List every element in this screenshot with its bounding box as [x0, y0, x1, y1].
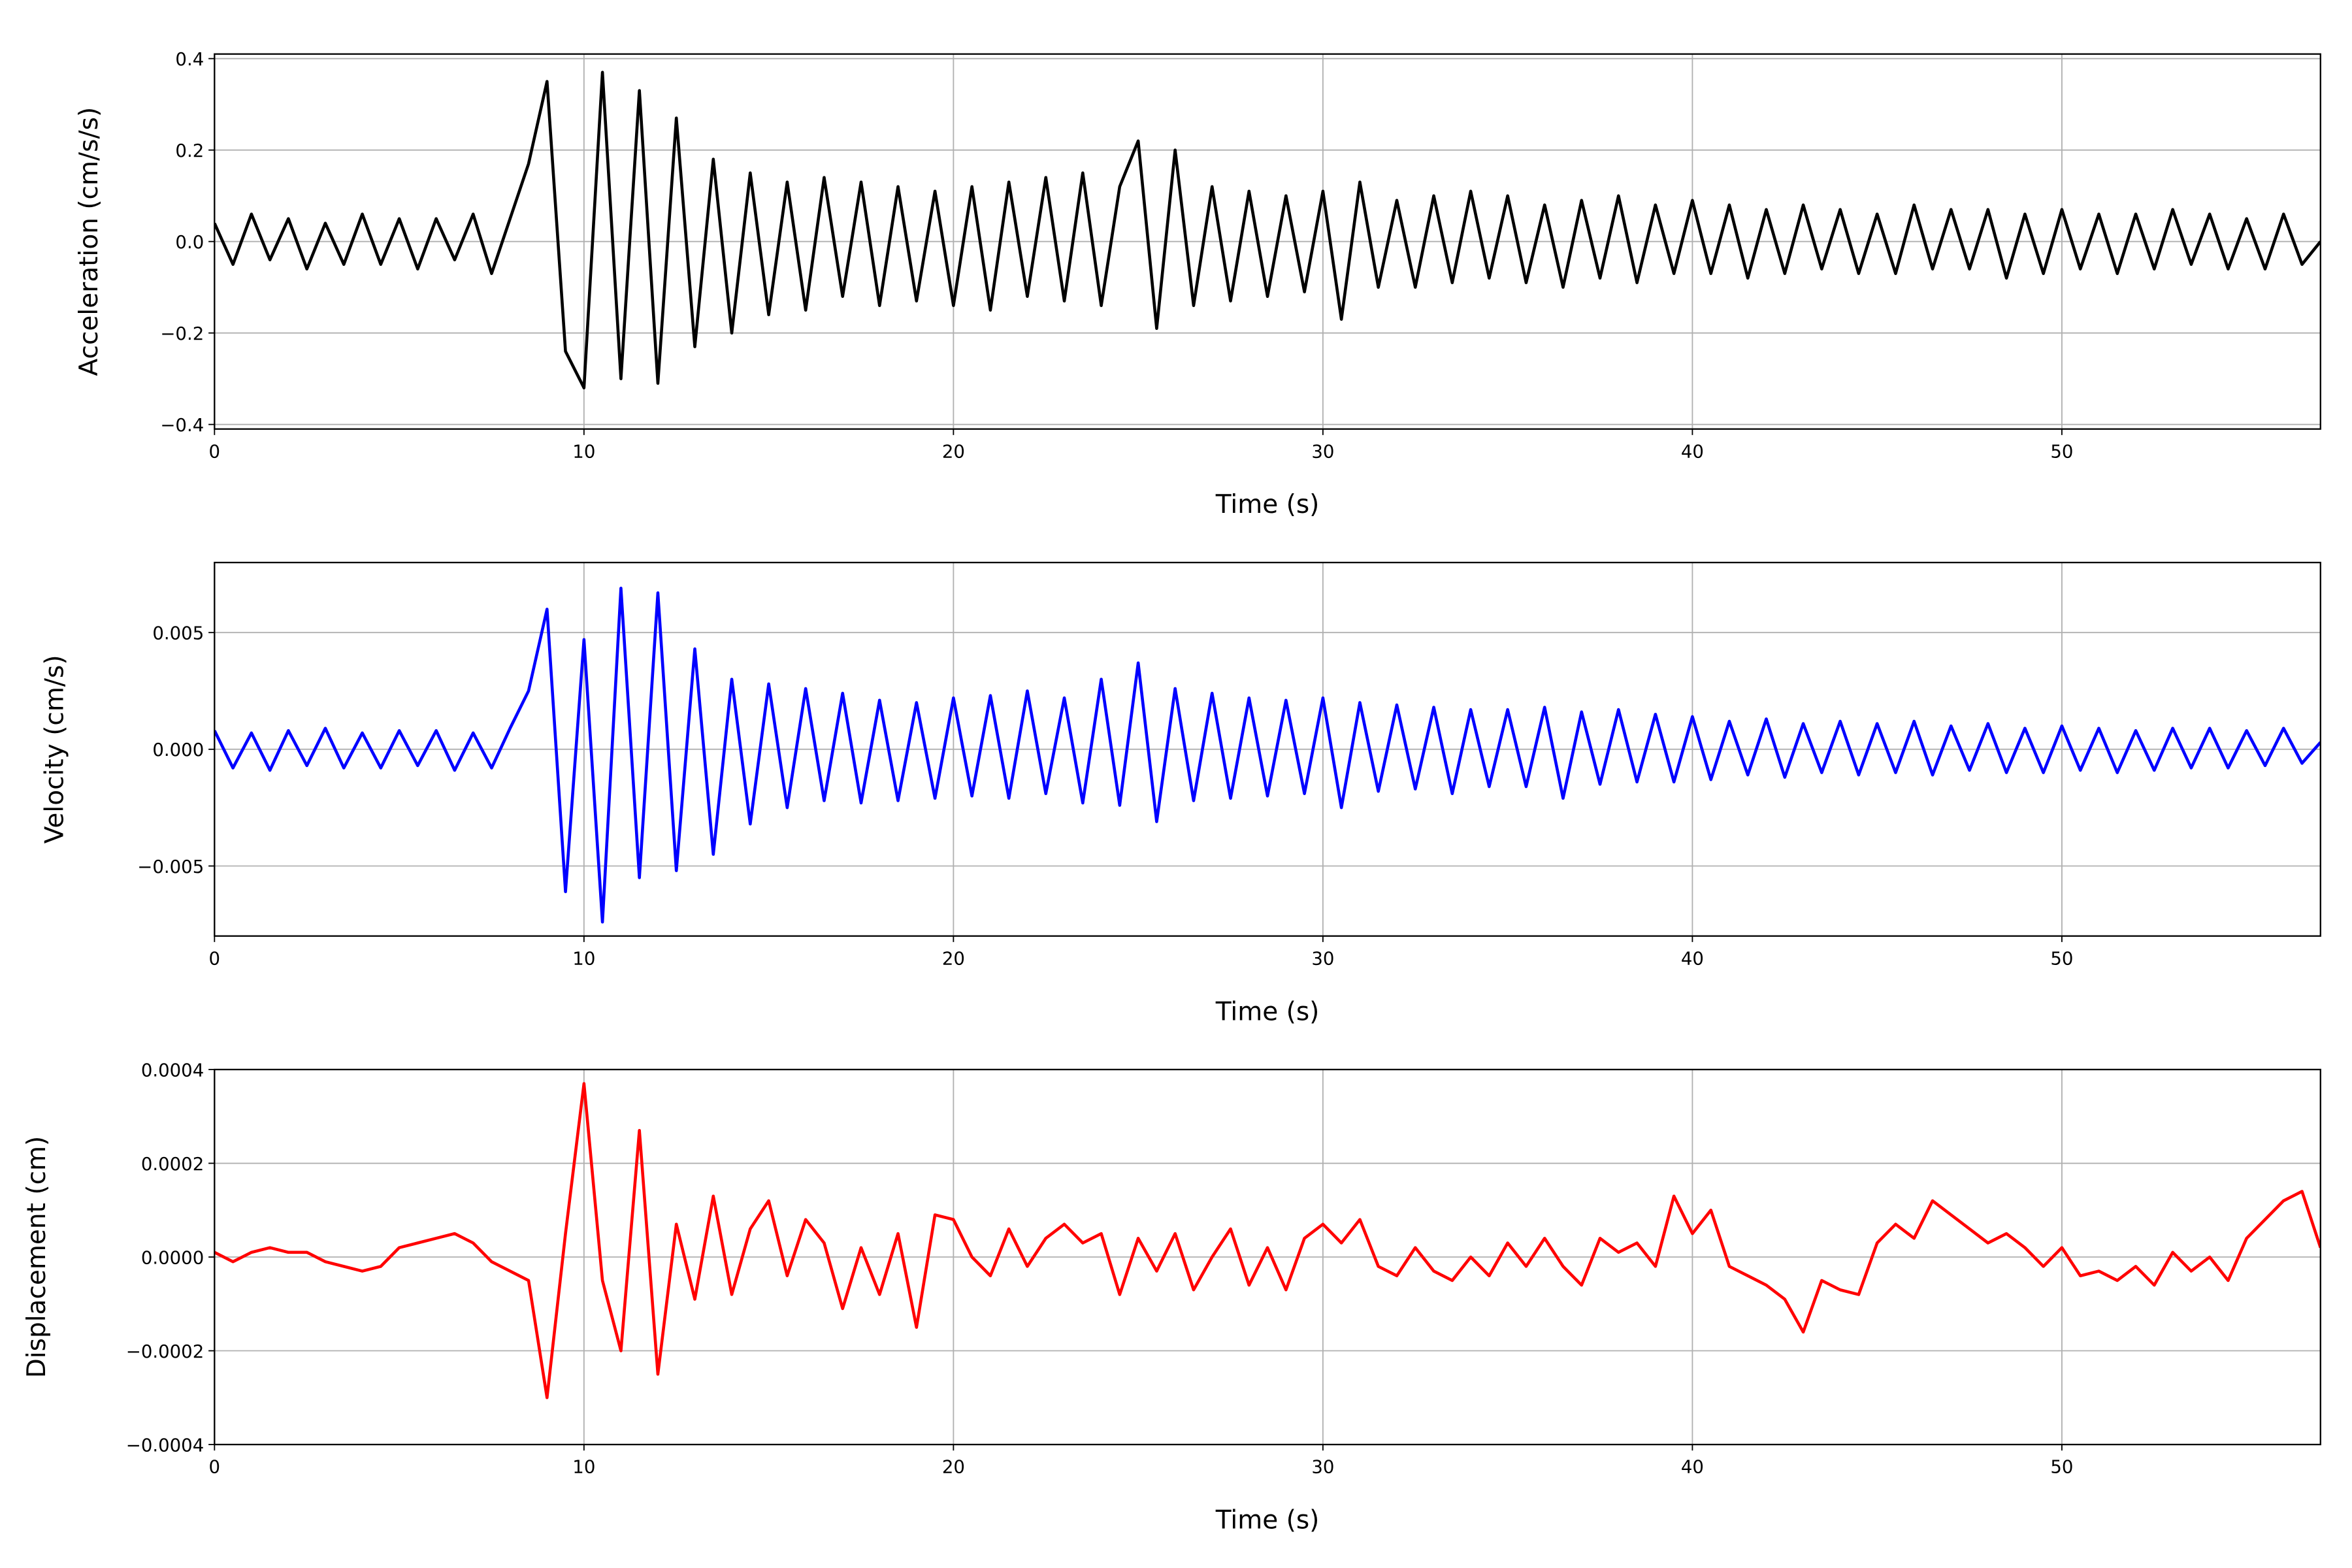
x-tick-label: 0	[209, 948, 221, 969]
data-line	[214, 587, 2321, 924]
x-tick-label: 30	[1311, 948, 1334, 969]
y-tick-label: −0.0002	[126, 1341, 204, 1362]
x-tick-label: 50	[2050, 441, 2073, 462]
x-tick-label: 40	[1681, 1457, 1704, 1478]
data-line	[214, 71, 2321, 389]
y-axis-label: Velocity (cm/s)	[40, 655, 69, 843]
y-tick-label: −0.4	[160, 415, 204, 436]
y-tick-label: 0.0	[175, 232, 204, 253]
axes-frame	[214, 1068, 2321, 1446]
subplot: 0 10 20 30 40 50 −0.005 0.000 0.005 Time (s) Veloc…	[40, 561, 2321, 1026]
x-tick-label: 50	[2050, 1457, 2073, 1478]
x-tick-label: 50	[2050, 948, 2073, 969]
x-axis-label: Time (s)	[1215, 997, 1320, 1026]
y-tick-label: 0.2	[175, 140, 204, 161]
y-tick-label: −0.0004	[126, 1435, 204, 1456]
plot-area	[214, 1082, 2321, 1399]
axes-frame	[214, 53, 2321, 430]
y-tick-label: 0.0000	[141, 1247, 204, 1268]
x-tick-label: 20	[942, 948, 965, 969]
y-tick-label: 0.000	[152, 740, 204, 760]
y-tick-label: −0.2	[160, 323, 204, 344]
axes-frame	[214, 561, 2321, 937]
x-tick-label: 10	[572, 948, 595, 969]
y-tick-label: 0.005	[152, 623, 204, 644]
y-axis-label: Displacement (cm)	[22, 1136, 52, 1379]
y-tick-label: 0.0004	[141, 1060, 204, 1081]
x-tick-label: 20	[942, 441, 965, 462]
y-axis-label: Acceleration (cm/s/s)	[74, 107, 104, 376]
x-tick-label: 20	[942, 1457, 965, 1478]
x-tick-label: 40	[1681, 441, 1704, 462]
y-tick-label: 0.0002	[141, 1154, 204, 1175]
x-tick-label: 30	[1311, 441, 1334, 462]
x-tick-label: 0	[209, 1457, 221, 1478]
y-tick-label: 0.4	[175, 49, 204, 70]
subplot: 0 10 20 30 40 50 −0.4 −0.2 0.0 0.2 0.4 Time (s) Acce…	[74, 49, 2321, 519]
x-tick-label: 10	[572, 441, 595, 462]
y-tick-label: −0.005	[137, 857, 204, 877]
x-tick-label: 0	[209, 441, 221, 462]
x-tick-label: 40	[1681, 948, 1704, 969]
data-line	[214, 1082, 2321, 1399]
x-tick-label: 30	[1311, 1457, 1334, 1478]
plot-area	[214, 587, 2321, 924]
x-axis-label: Time (s)	[1215, 490, 1320, 519]
plot-area	[214, 71, 2321, 389]
subplot: 0 10 20 30 40 50 −0.0004 −0.0002 0.0000 0.0002 0.0…	[22, 1060, 2321, 1535]
x-axis-label: Time (s)	[1215, 1506, 1320, 1535]
x-tick-label: 10	[572, 1457, 595, 1478]
